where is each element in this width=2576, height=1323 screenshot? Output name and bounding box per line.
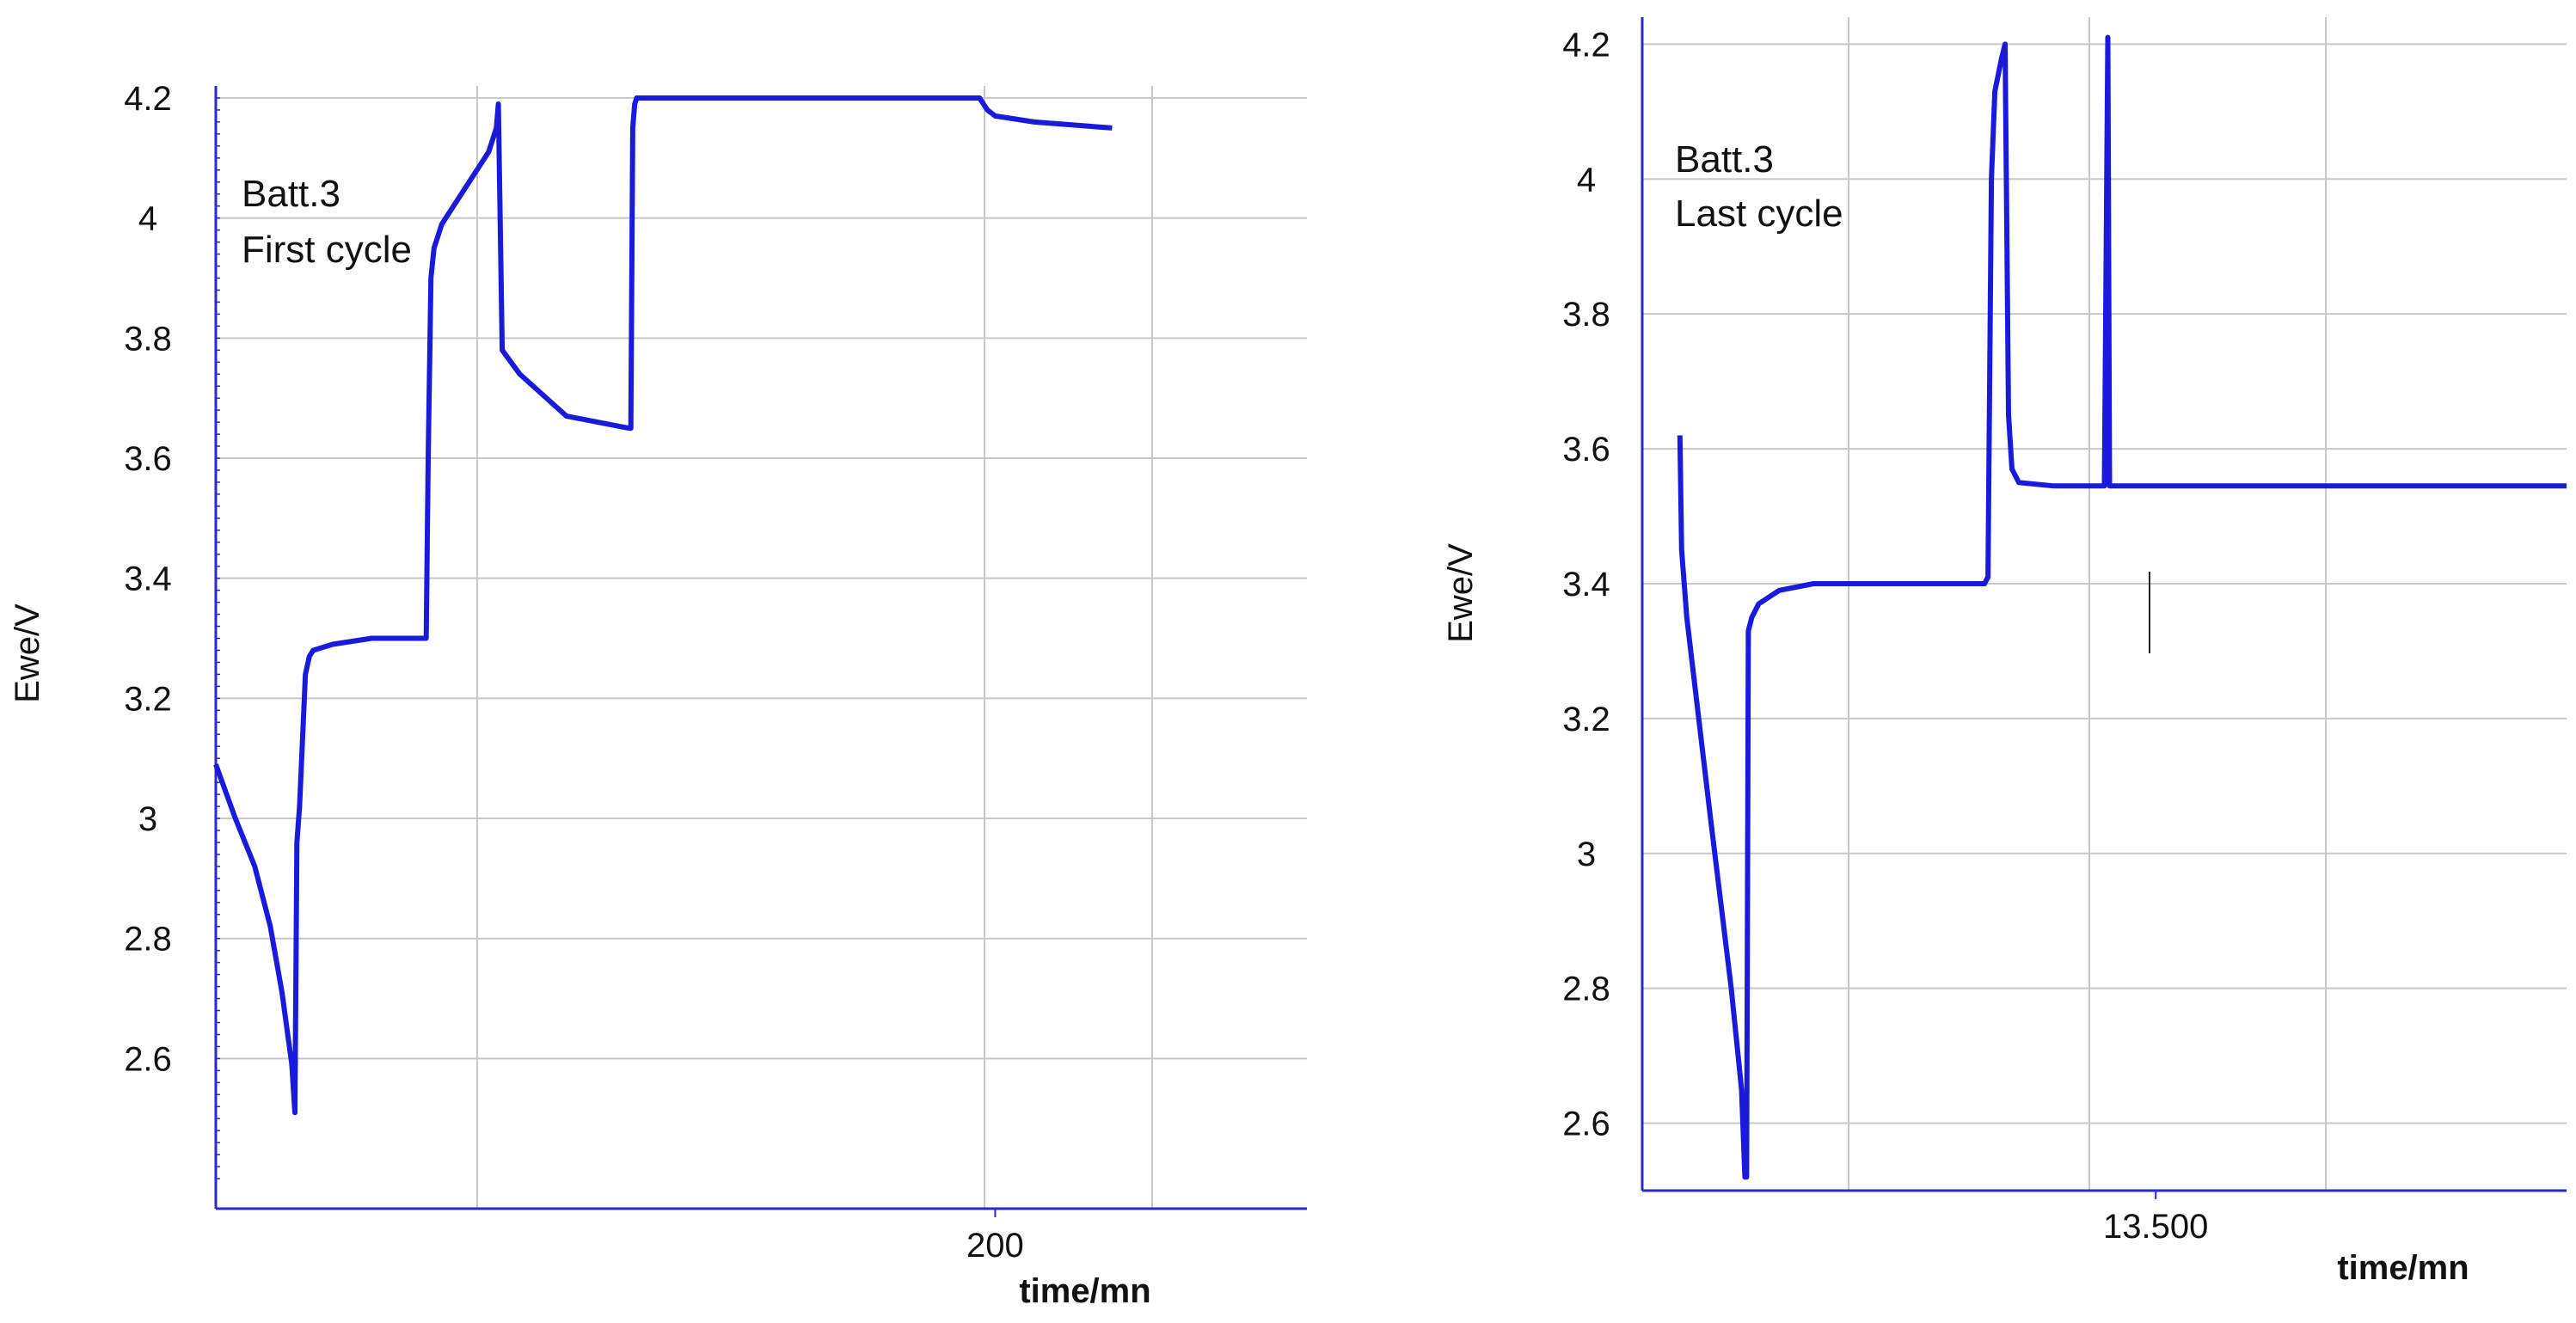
- y-tick-label: 2.8: [124, 921, 172, 959]
- y-tick-label: 3: [138, 800, 157, 838]
- last-cycle-grid: [1642, 17, 2567, 1191]
- y-tick-label: 3.6: [124, 440, 172, 478]
- first-cycle-y-tick-labels: 2.6 2.8 3 3.2 3.4 3.6 3.8 4 4.2: [124, 80, 172, 1078]
- first-cycle-y-axis-label: Ewe/V: [9, 603, 46, 703]
- y-tick-label: 4: [138, 200, 157, 238]
- first-cycle-x-axis-label: time/mn: [1019, 1272, 1150, 1310]
- first-cycle-annotation-line1: Batt.3: [242, 173, 340, 215]
- x-tick-label: 200: [966, 1227, 1024, 1265]
- first-cycle-y-minor-ticks: [216, 97, 220, 1179]
- y-tick-label: 4: [1577, 161, 1596, 199]
- y-tick-label: 3.6: [1562, 431, 1610, 469]
- y-tick-label: 3.4: [1562, 566, 1610, 603]
- first-cycle-x-tick-labels: 200: [966, 1209, 1024, 1265]
- first-cycle-chart: 2.6 2.8 3 3.2 3.4 3.6 3.8 4 4.2 200 Ewe/V time/m…: [9, 80, 1307, 1310]
- x-tick-label: 13.500: [2103, 1208, 2208, 1246]
- y-tick-label: 3.8: [124, 320, 172, 358]
- y-tick-label: 4.2: [1562, 26, 1610, 64]
- y-tick-label: 4.2: [124, 80, 172, 118]
- first-cycle-annotation-line2: First cycle: [242, 229, 412, 271]
- last-cycle-x-tick-labels: 13.500: [2103, 1191, 2208, 1246]
- first-cycle-voltage-line: [213, 95, 1113, 1116]
- last-cycle-chart: 2.6 2.8 3 3.2 3.4 3.6 3.8 4 4.2 13.500 Ewe/V tim…: [1442, 17, 2567, 1287]
- y-tick-label: 3.8: [1562, 296, 1610, 334]
- y-tick-label: 3.2: [124, 680, 172, 718]
- y-tick-label: 3: [1577, 836, 1596, 873]
- last-cycle-voltage-line: [1677, 34, 2567, 1180]
- y-tick-label: 3.2: [1562, 701, 1610, 738]
- last-cycle-x-axis-label: time/mn: [2337, 1249, 2469, 1287]
- y-tick-label: 2.8: [1562, 971, 1610, 1008]
- last-cycle-annotation-line2: Last cycle: [1675, 193, 1843, 235]
- y-tick-label: 3.4: [124, 560, 172, 598]
- last-cycle-y-axis-label: Ewe/V: [1442, 543, 1480, 643]
- last-cycle-annotation-line1: Batt.3: [1675, 138, 1774, 181]
- last-cycle-y-tick-labels: 2.6 2.8 3 3.2 3.4 3.6 3.8 4 4.2: [1562, 26, 1610, 1142]
- y-tick-label: 2.6: [1562, 1106, 1610, 1143]
- y-tick-label: 2.6: [124, 1040, 172, 1078]
